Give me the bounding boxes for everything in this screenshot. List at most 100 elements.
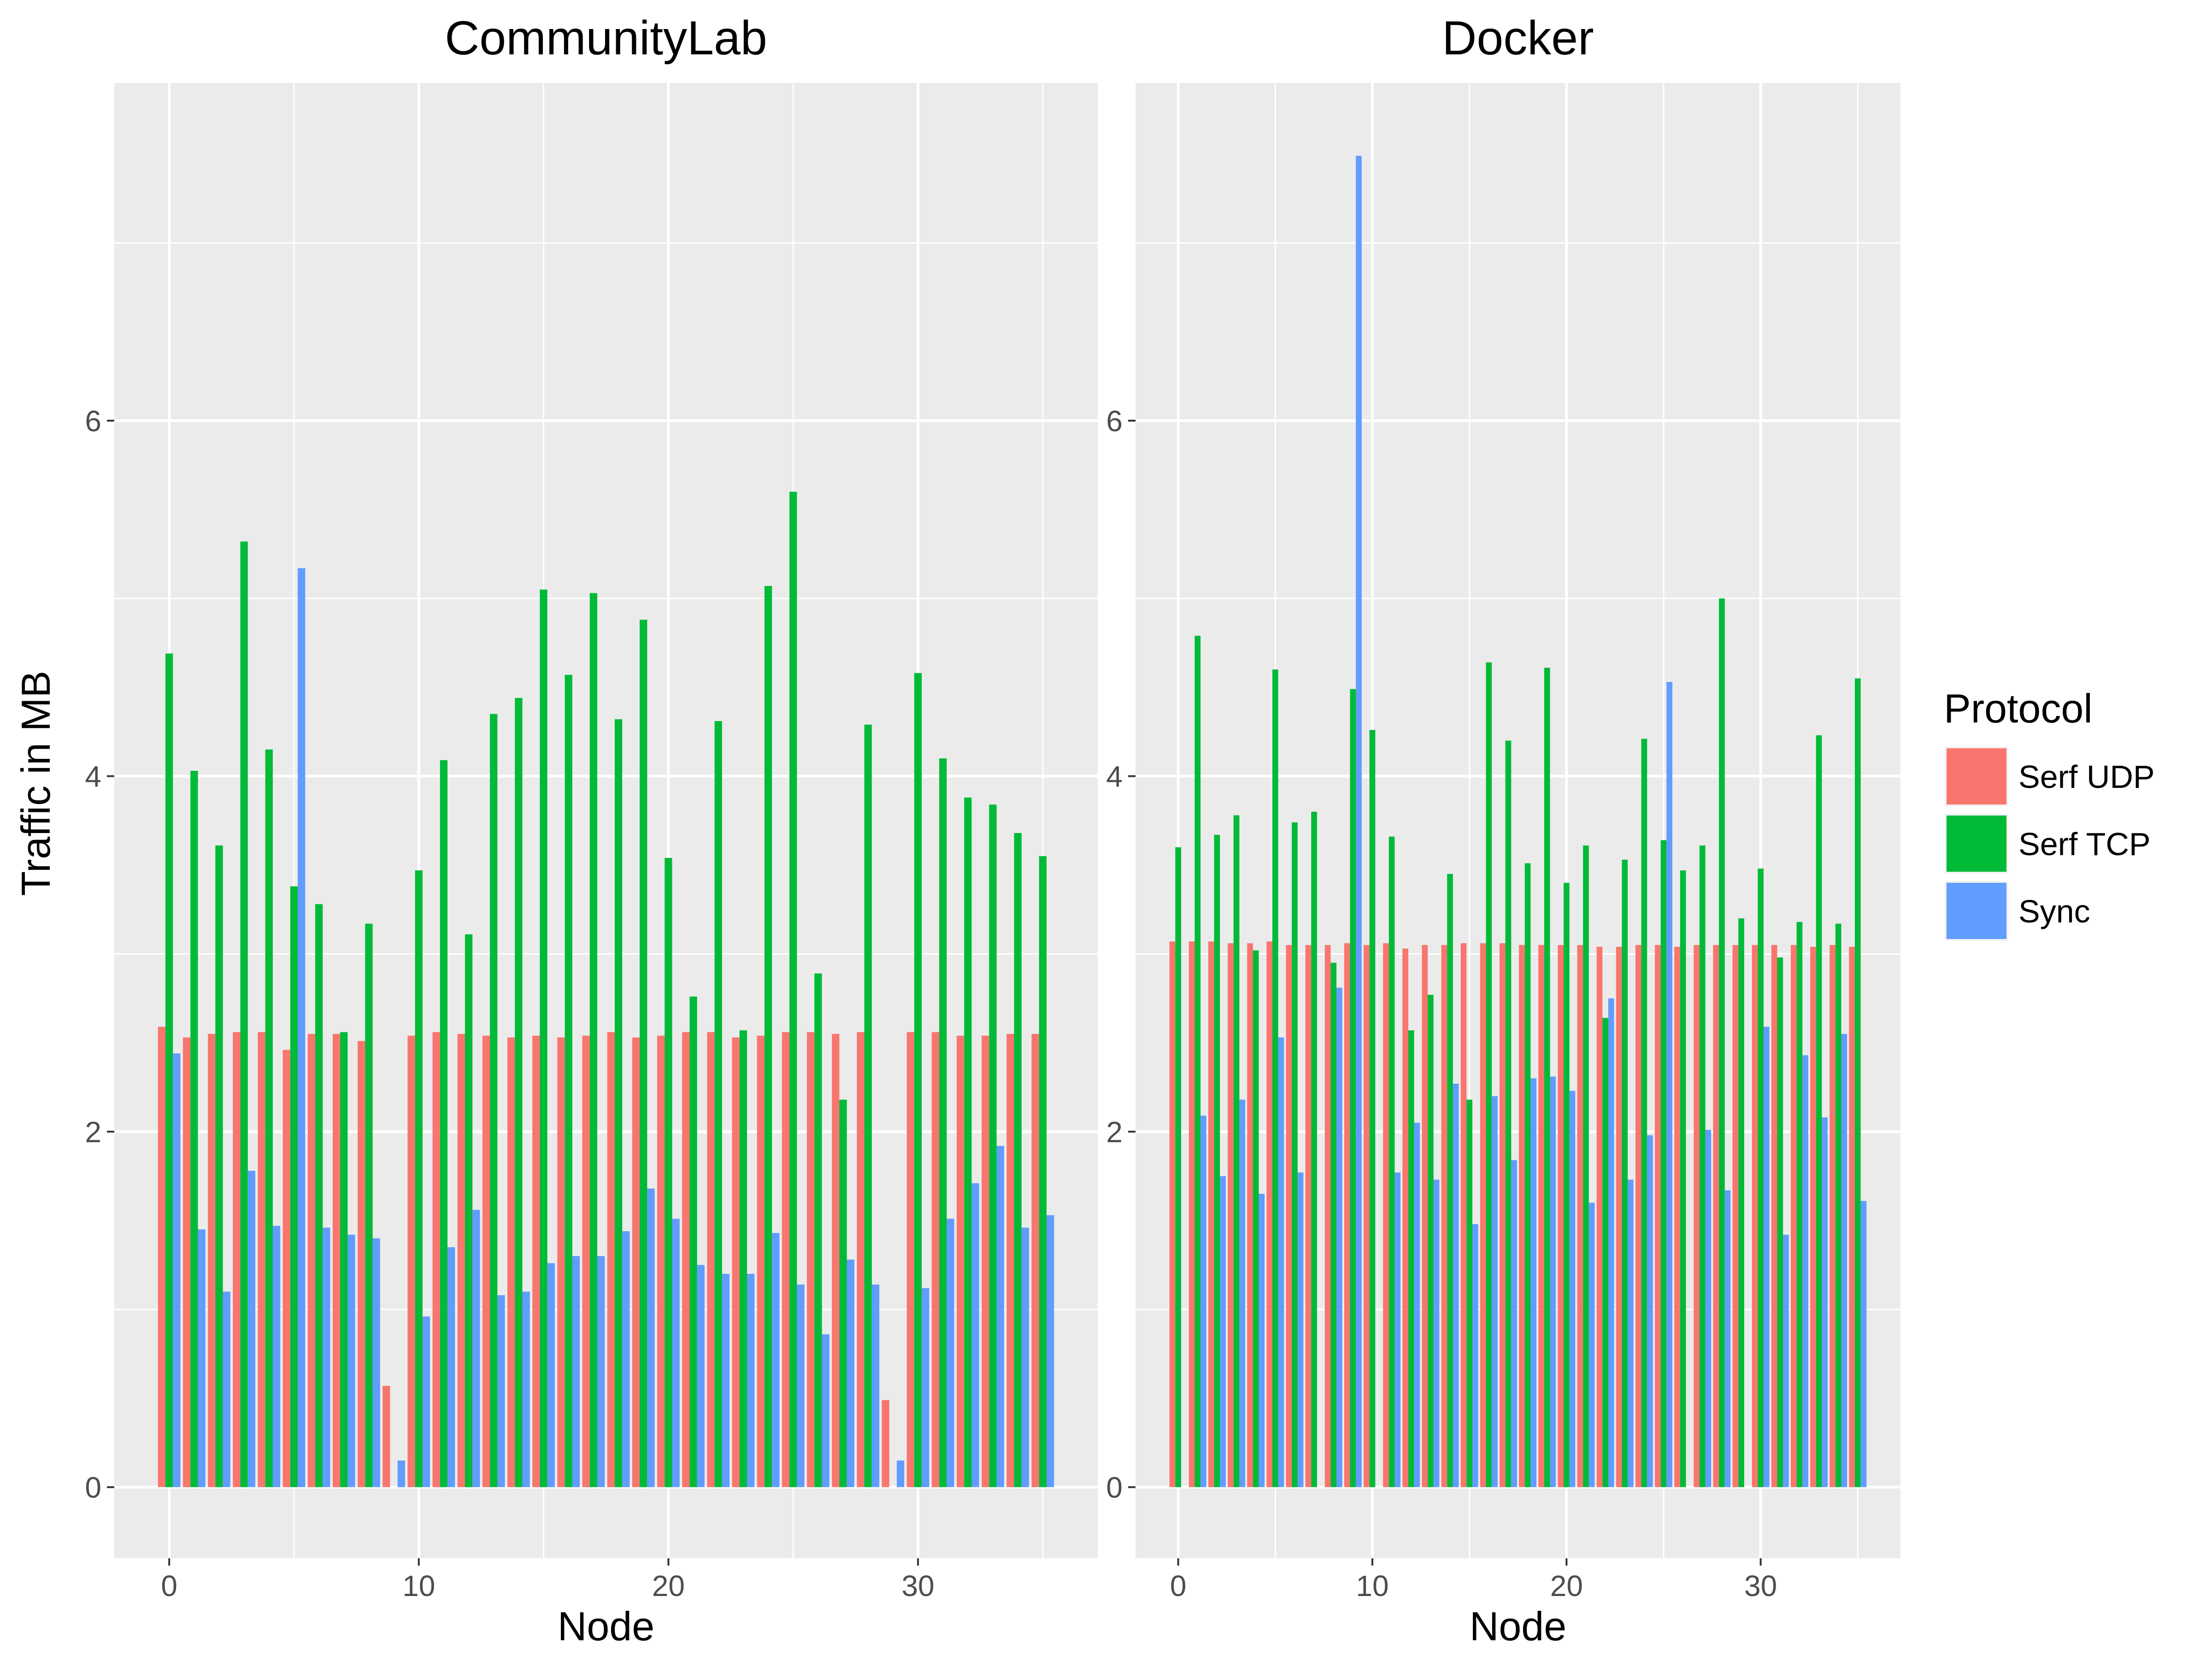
bar bbox=[557, 1037, 565, 1487]
bar bbox=[1499, 943, 1506, 1487]
x-tick-label: 30 bbox=[901, 1569, 934, 1602]
bar bbox=[1822, 1117, 1828, 1487]
legend-label: Sync bbox=[2018, 893, 2090, 929]
y-tick-label: 4 bbox=[85, 760, 101, 793]
bar bbox=[1247, 943, 1253, 1487]
bar bbox=[1713, 945, 1719, 1487]
bar bbox=[1286, 945, 1292, 1487]
y-tick-label: 0 bbox=[1106, 1471, 1123, 1504]
panel-docker: 0 2 4 6 0 10 20 30 Docker Node bbox=[1106, 12, 1900, 1649]
bar bbox=[1802, 1055, 1808, 1487]
x-tick-label: 30 bbox=[1744, 1569, 1777, 1602]
bar bbox=[807, 1032, 815, 1487]
bar bbox=[1278, 1037, 1284, 1487]
bar bbox=[697, 1265, 705, 1487]
bar bbox=[1616, 946, 1622, 1487]
bar bbox=[1694, 945, 1700, 1487]
bar bbox=[722, 1274, 730, 1487]
bar bbox=[882, 1400, 889, 1487]
bar bbox=[497, 1295, 505, 1487]
bar bbox=[332, 1033, 341, 1487]
bar bbox=[1200, 1115, 1206, 1487]
panels-layer: 0 2 4 6 0 10 20 30 CommunityLab Node 0 2 4 6 0 10 20 30 Do… bbox=[85, 12, 1900, 1649]
bar bbox=[1530, 1078, 1537, 1487]
legend-item-serf-tcp: Serf TCP bbox=[1945, 814, 2151, 874]
bar bbox=[939, 758, 947, 1487]
bar bbox=[1169, 941, 1176, 1487]
panel-title: CommunityLab bbox=[445, 12, 767, 65]
x-tick-label: 20 bbox=[1550, 1569, 1583, 1602]
bar bbox=[1738, 918, 1744, 1487]
y-tick-label: 2 bbox=[85, 1115, 101, 1149]
bar bbox=[1602, 1018, 1608, 1487]
bar bbox=[1699, 845, 1706, 1487]
bar bbox=[1364, 945, 1370, 1487]
bar bbox=[1272, 669, 1278, 1487]
bar bbox=[1253, 950, 1259, 1487]
bar bbox=[565, 675, 572, 1487]
bar bbox=[1194, 635, 1201, 1487]
bar bbox=[1569, 1091, 1576, 1487]
bar bbox=[956, 1035, 965, 1487]
bar bbox=[1577, 945, 1583, 1487]
bar bbox=[622, 1231, 630, 1487]
bar bbox=[457, 1033, 465, 1487]
bar bbox=[482, 1035, 490, 1487]
bar bbox=[1228, 943, 1234, 1487]
legend-label: Serf TCP bbox=[2018, 826, 2151, 862]
bar bbox=[789, 492, 797, 1487]
bar bbox=[572, 1256, 580, 1487]
bar bbox=[173, 1053, 181, 1487]
bar bbox=[1841, 1033, 1847, 1487]
bar bbox=[757, 1035, 765, 1487]
bar bbox=[1511, 1160, 1517, 1487]
bar bbox=[323, 1227, 330, 1487]
y-tick-label: 6 bbox=[1106, 405, 1123, 438]
bar bbox=[1635, 945, 1641, 1487]
series-serf-udp bbox=[1169, 941, 1855, 1487]
bar bbox=[1453, 1083, 1459, 1487]
bar bbox=[1519, 945, 1525, 1487]
bar bbox=[1524, 863, 1531, 1487]
bar bbox=[490, 714, 498, 1487]
bar bbox=[971, 1183, 979, 1487]
bar bbox=[914, 673, 922, 1487]
bar bbox=[223, 1291, 230, 1487]
x-tick-label: 10 bbox=[1356, 1569, 1388, 1602]
bar bbox=[233, 1032, 241, 1487]
bar bbox=[1330, 963, 1337, 1487]
bar bbox=[372, 1238, 380, 1487]
y-tick-label: 6 bbox=[85, 405, 101, 438]
bar bbox=[1771, 945, 1777, 1487]
y-axis-title: Traffic in MB bbox=[13, 671, 59, 896]
bar bbox=[265, 749, 273, 1487]
bar bbox=[989, 804, 997, 1487]
series-serf-udp bbox=[158, 1027, 1039, 1487]
y-tick-label: 2 bbox=[1106, 1115, 1123, 1149]
bar bbox=[797, 1284, 805, 1487]
bar bbox=[1311, 811, 1317, 1487]
panel-title: Docker bbox=[1442, 12, 1594, 65]
bar bbox=[1305, 945, 1312, 1487]
bar bbox=[1558, 945, 1564, 1487]
bar bbox=[822, 1334, 830, 1487]
bar bbox=[931, 1032, 940, 1487]
bar bbox=[1480, 943, 1486, 1487]
bar bbox=[782, 1032, 790, 1487]
legend-key bbox=[1947, 883, 2006, 939]
bar bbox=[1564, 883, 1570, 1487]
bar bbox=[1655, 945, 1661, 1487]
bar bbox=[1849, 946, 1855, 1487]
bar bbox=[747, 1274, 755, 1487]
bar bbox=[1596, 946, 1603, 1487]
bar bbox=[540, 589, 547, 1487]
bar bbox=[272, 1226, 281, 1487]
bar bbox=[1006, 1033, 1014, 1487]
bar bbox=[432, 1032, 440, 1487]
x-tick-label: 0 bbox=[161, 1569, 177, 1602]
bar bbox=[422, 1316, 430, 1487]
bar bbox=[1486, 662, 1492, 1487]
bar bbox=[1175, 847, 1182, 1487]
bar bbox=[857, 1032, 865, 1487]
bar bbox=[307, 1033, 316, 1487]
